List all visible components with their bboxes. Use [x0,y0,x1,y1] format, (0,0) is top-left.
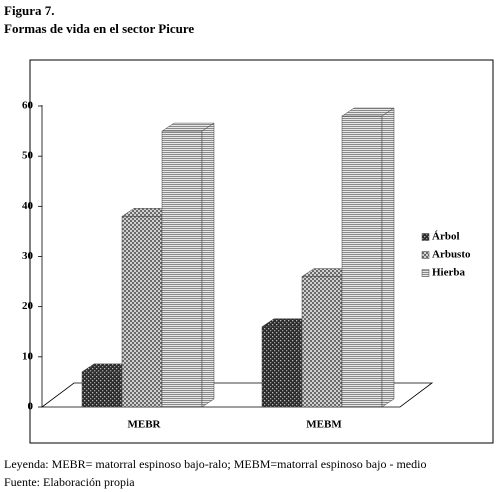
y-tick-label: 10 [22,350,34,362]
bar [161,130,203,408]
bar-side [381,107,395,408]
bar [121,216,163,408]
bar [341,115,383,408]
bar [81,371,123,408]
legend-note: Leyenda: MEBR= matorral espinoso bajo-ra… [4,457,427,471]
y-tick-label: 20 [22,300,34,312]
figure-label: Figura 7. [4,3,55,18]
y-tick-label: 40 [22,200,34,212]
chart: 0 10 20 30 40 50 60 MEBR MEBM Árbol Arbusto Hierba [22,59,494,444]
bar [301,276,343,408]
x-tick-label: MEBR [128,419,162,431]
chart-title: Formas de vida en el sector Picure [4,21,195,36]
y-tick-label: 0 [28,401,34,413]
source-note: Fuente: Elaboración propia [4,475,135,489]
legend-label: Árbol [432,231,460,243]
legend-swatch [421,233,430,241]
bar-side [201,122,215,408]
y-tick-label: 50 [22,150,34,162]
bar [261,326,303,408]
x-tick-label: MEBM [306,419,342,431]
legend-swatch [421,251,430,259]
y-tick-label: 60 [22,100,34,112]
legend-swatch [421,269,430,277]
legend-label: Hierba [432,267,465,279]
y-tick-label: 30 [22,250,34,262]
legend-label: Arbusto [432,249,471,261]
